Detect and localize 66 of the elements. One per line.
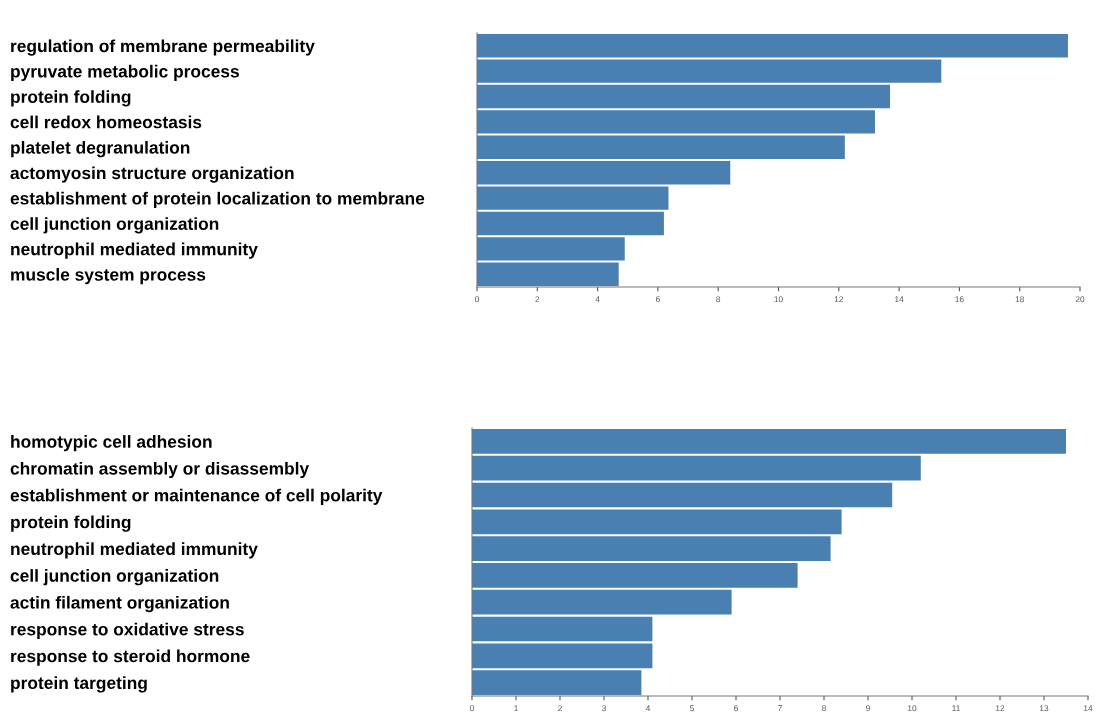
y-tick-label: chromatin assembly or disassembly	[10, 461, 310, 479]
x-tick-label: 14	[895, 296, 904, 303]
x-tick-label: 6	[656, 296, 660, 303]
x-tick-label: 13	[1040, 705, 1049, 712]
y-tick-label: platelet degranulation	[11, 141, 190, 158]
y-tick-label: neutrophil mediated immunity	[11, 542, 258, 559]
y-tick-label: cell junction organization	[10, 217, 219, 234]
y-tick-label: response to steroid hormone	[11, 649, 250, 666]
x-tick-label: 0	[475, 296, 479, 303]
bar	[472, 509, 842, 535]
y-tick-label: regulation of membrane permeability	[11, 39, 315, 56]
y-tick-label: protein folding	[11, 515, 131, 532]
x-tick-label: 8	[822, 705, 826, 712]
bar	[472, 563, 798, 588]
x-tick-label: 1	[514, 705, 518, 712]
x-tick-label: 3	[602, 705, 606, 712]
y-tick-label: protein targeting	[11, 676, 147, 693]
x-tick-label: 16	[955, 296, 964, 303]
bar	[472, 536, 831, 561]
bar	[477, 110, 875, 134]
bar	[477, 59, 942, 83]
x-tick-label: 12	[996, 705, 1005, 712]
x-tick-label: 12	[834, 296, 844, 303]
x-tick-label: 0	[470, 705, 474, 712]
x-tick-label: 6	[734, 705, 738, 712]
y-tick-label: response to oxidative stress	[11, 622, 244, 639]
y-tick-label: cell junction organization	[10, 569, 219, 586]
x-tick-label: 5	[690, 705, 694, 712]
y-tick-label: cell redox homeostasis	[10, 115, 202, 129]
bar	[472, 616, 653, 642]
bar	[477, 135, 845, 159]
bar	[472, 482, 893, 508]
y-tick-label: actin filament organization	[10, 595, 229, 613]
x-tick-label: 11	[952, 705, 960, 712]
y-tick-label: establishment of protein localization to membrane	[10, 191, 425, 208]
x-tick-label: 2	[535, 296, 540, 303]
x-tick-label: 14	[1084, 705, 1093, 712]
x-tick-label: 20	[1075, 296, 1085, 303]
y-tick-label: muscle system process	[11, 268, 206, 285]
x-tick-label: 2	[558, 705, 562, 712]
x-tick-label: 9	[866, 705, 870, 712]
y-tick-label: establishment or maintenance of cell polarity	[10, 488, 383, 505]
x-tick-label: 10	[774, 296, 783, 303]
x-tick-label: 7	[778, 705, 782, 712]
bar	[472, 589, 732, 615]
bar	[477, 262, 619, 286]
x-tick-label: 8	[716, 296, 721, 303]
bar	[477, 34, 1068, 58]
bar	[477, 237, 625, 261]
y-tick-label: homotypic cell adhesion	[11, 435, 212, 452]
bar	[472, 455, 921, 481]
bar	[477, 161, 731, 185]
bar	[472, 429, 1066, 454]
y-tick-label: neutrophil mediated immunity	[11, 242, 258, 259]
bar	[477, 186, 669, 210]
bar	[472, 670, 642, 695]
y-tick-label: actomyosin structure organization	[10, 166, 294, 183]
x-tick-label: 4	[595, 296, 600, 303]
y-tick-label: protein folding	[11, 90, 131, 107]
x-tick-label: 10	[908, 705, 917, 712]
bar	[477, 211, 664, 236]
y-tick-label: pyruvate metabolic process	[11, 64, 239, 81]
x-tick-label: 18	[1015, 296, 1024, 303]
bar	[477, 84, 891, 109]
x-tick-label: 4	[645, 705, 651, 712]
bar	[472, 643, 653, 669]
